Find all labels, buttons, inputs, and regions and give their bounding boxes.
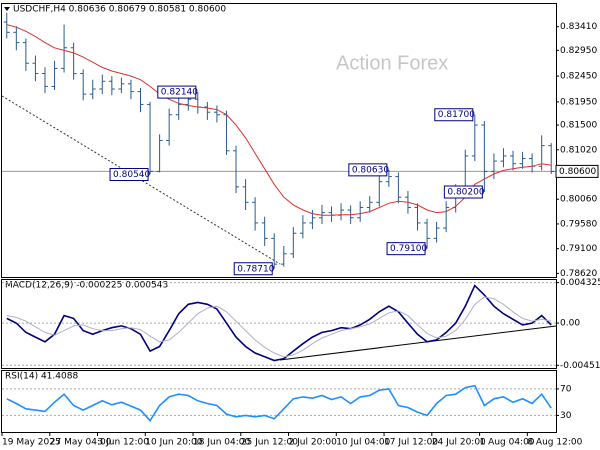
annotation-label: 0.79100	[390, 244, 427, 254]
price-title: USDCHF,H4 0.80636 0.80679 0.80581 0.8060…	[13, 5, 226, 15]
y-tick-label: 0.82450	[560, 72, 597, 82]
annotation-box	[434, 108, 474, 122]
y-tick-label: 30	[560, 411, 572, 421]
x-tick-label: 27 May 04:00	[50, 438, 112, 448]
x-tick-label: 3 Jun 12:00	[98, 438, 150, 448]
y-tick-label: 0.004325	[560, 278, 600, 288]
x-tick-label: 1 Aug 04:00	[480, 438, 535, 448]
y-tick-label: 0.83410	[560, 22, 597, 32]
rsi-frame	[1, 370, 557, 433]
annotation-label: 0.81700	[438, 110, 475, 120]
frames	[1, 3, 557, 433]
last-price-box	[555, 164, 599, 178]
y-tick-label: 0.81020	[560, 145, 597, 155]
symbol-icon	[4, 7, 10, 11]
y-tick-label: 0.81950	[560, 97, 597, 107]
x-tick-label: 24 Jul 20:00	[432, 438, 486, 448]
rsi-title: RSI(14) 41.4088	[5, 372, 78, 382]
series-line	[6, 296, 552, 358]
x-tick-label: 10 Jul 04:00	[336, 438, 390, 448]
series-line	[6, 284, 552, 362]
macd-frame	[1, 279, 557, 369]
annotation-box	[443, 185, 483, 199]
y-tick-label: 0.80060	[560, 195, 597, 205]
series-line	[6, 384, 552, 423]
annotation-box	[109, 167, 149, 181]
annotation-box	[348, 163, 388, 177]
annotation-box	[386, 242, 426, 256]
macd-title: MACD(12,26,9) -0.000225 0.000543	[5, 281, 168, 291]
y-tick-label: 0.00	[560, 319, 580, 329]
y-tick-label: -0.004511	[560, 361, 600, 371]
y-tick-label: 0.79580	[560, 219, 597, 229]
annotation-label: 0.78710	[237, 264, 274, 274]
annotation-label: 0.80540	[113, 170, 150, 180]
last-price-label: 0.80600	[559, 167, 596, 177]
x-tick-label: 25 Jun 12:00	[241, 438, 298, 448]
x-tick-label: 10 Jun 20:00	[145, 438, 202, 448]
x-tick-label: 18 Jun 04:00	[193, 438, 250, 448]
y-tick-label: 0.78620	[560, 269, 597, 279]
x-tick-label: 19 May 2025	[2, 438, 61, 448]
y-tick-label: 0.81500	[560, 121, 597, 131]
moving-average	[6, 24, 552, 216]
annotation-box	[233, 262, 273, 276]
x-tick-label: 8 Aug 12:00	[527, 438, 582, 448]
y-tick-label: 0.79100	[560, 244, 597, 254]
x-tick-label: 2 Jul 20:00	[289, 438, 338, 448]
macd-trend-line	[279, 325, 557, 361]
price-frame	[1, 3, 557, 278]
x-tick-label: 17 Jul 12:00	[384, 438, 438, 448]
watermark: Action Forex	[336, 52, 448, 74]
y-tick-label: 70	[560, 384, 572, 394]
annotation-box	[157, 85, 197, 99]
annotation-label: 0.80200	[447, 188, 484, 198]
annotation-label: 0.80630	[352, 165, 389, 175]
y-tick-label: 0.82950	[560, 46, 597, 56]
annotation-label: 0.82140	[161, 88, 198, 98]
